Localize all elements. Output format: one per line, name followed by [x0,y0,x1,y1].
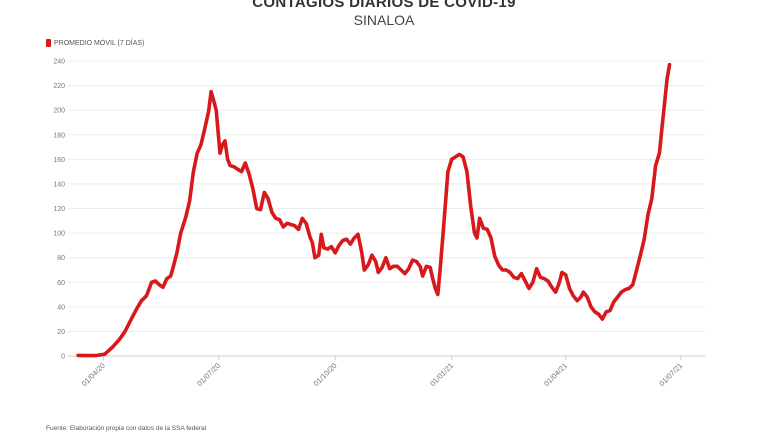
y-tick-label: 240 [53,59,65,66]
gridlines [68,60,705,357]
x-tick-label: 01/01/21 [428,361,455,388]
y-tick-label: 100 [53,231,65,238]
series-group [76,62,672,358]
y-tick-label: 160 [53,157,65,164]
legend-swatch [46,39,51,47]
source-note: Fuente: Elaboración propia con datos de … [46,425,207,432]
y-tick-label: 200 [53,108,65,115]
series-line [76,62,672,358]
chart-title: CONTAGIOS DIARIOS DE COVID-19 [252,0,516,11]
y-tick-label: 140 [53,181,65,188]
legend-label: PROMEDIO MÓVIL (7 DÍAS) [54,39,145,47]
x-tick-label: 01/04/20 [80,361,107,388]
y-tick-label: 80 [57,255,65,262]
y-axis: 0 20 40 60 80 100 120 140 160 180 200 220 240 [53,59,65,361]
y-tick-label: 20 [57,329,65,336]
y-tick-label: 120 [53,206,65,213]
y-tick-label: 40 [57,304,65,311]
x-axis: 01/04/20 01/07/20 01/10/20 01/01/21 01/04/21… [80,356,684,388]
x-tick-label: 01/07/20 [195,361,222,388]
y-tick-label: 0 [61,354,65,361]
y-tick-label: 220 [53,83,65,90]
y-tick-label: 60 [57,280,65,287]
legend: PROMEDIO MÓVIL (7 DÍAS) [46,39,144,47]
x-tick-label: 01/10/20 [312,361,339,388]
y-tick-label: 180 [53,132,65,139]
chart-subtitle: SINALOA [353,12,415,28]
x-tick-label: 01/07/21 [657,361,684,388]
x-tick-label: 01/04/21 [542,361,569,388]
